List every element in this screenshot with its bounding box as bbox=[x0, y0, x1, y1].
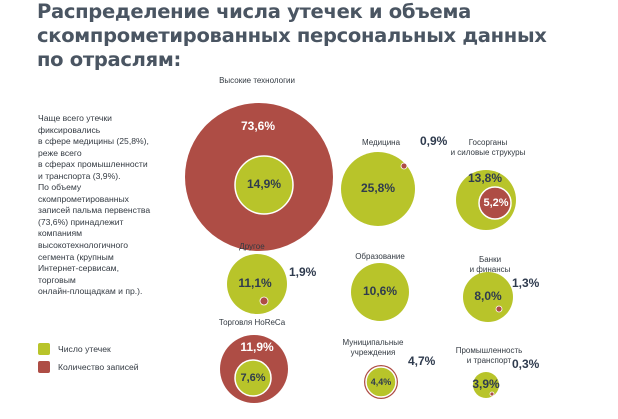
sector-name: и транспорт bbox=[467, 356, 512, 365]
records-value-label: 73,6% bbox=[241, 119, 275, 133]
title-line: Распределение числа утечек и объема bbox=[37, 0, 471, 23]
bubble-leaks bbox=[365, 366, 397, 398]
leaks-value-label: 3,9% bbox=[472, 377, 500, 391]
legend-label-records: Количество записей bbox=[58, 362, 139, 372]
legend-swatch-records bbox=[38, 361, 50, 373]
sector-name: Высокие технологии bbox=[219, 76, 295, 85]
sector-name: учреждения bbox=[351, 348, 396, 357]
note-line: (73,6%) принадлежит bbox=[38, 216, 124, 227]
page-title: Распределение числа утечек и объема ском… bbox=[37, 0, 617, 72]
records-value-label: 0,3% bbox=[512, 357, 540, 371]
note-line: Интернет-сервисам, bbox=[38, 263, 119, 274]
note-line: записей пальма первенства bbox=[38, 205, 151, 216]
bubble-leaks bbox=[234, 155, 294, 215]
sector-group bbox=[456, 170, 516, 230]
note-line: торговым bbox=[38, 274, 76, 285]
sector-group bbox=[463, 272, 513, 322]
note-line: Чаще всего утечки bbox=[38, 113, 112, 123]
note-line: сегмента (крупным bbox=[38, 251, 114, 262]
leaks-value-label: 10,6% bbox=[363, 284, 397, 298]
records-value-label: 4,7% bbox=[408, 354, 436, 368]
bubble-leaks bbox=[234, 359, 272, 397]
sector-group bbox=[351, 263, 409, 321]
leaks-value-label: 25,8% bbox=[361, 181, 395, 195]
records-value-label: 1,3% bbox=[512, 276, 540, 290]
leaks-value-label: 11,1% bbox=[238, 276, 272, 290]
note-line: в сферах промышленности bbox=[38, 159, 148, 170]
note-line: фиксировались bbox=[38, 124, 101, 135]
leaks-value-label: 8,0% bbox=[474, 289, 502, 303]
note-line: в сфере медицины (25,8%), bbox=[38, 136, 149, 147]
legend-label-leaks: Число утечек bbox=[58, 344, 111, 354]
sector-name: Банки bbox=[479, 255, 501, 264]
legend-swatch-leaks bbox=[38, 343, 50, 355]
sector-name: Муниципальные bbox=[343, 338, 404, 347]
legend-item-leaks: Число утечек bbox=[38, 343, 111, 355]
note-line: По объему bbox=[38, 182, 82, 192]
sector-name: Образование bbox=[355, 252, 405, 261]
sector-name: и финансы bbox=[470, 265, 511, 274]
sector-group bbox=[473, 372, 499, 398]
bubble-records bbox=[400, 162, 408, 170]
title-line: по отраслям: bbox=[37, 48, 181, 71]
leaks-value-label: 7,6% bbox=[240, 372, 265, 384]
bubble-leaks bbox=[351, 263, 409, 321]
sector-name: Госорганы bbox=[469, 138, 508, 147]
sector-name: Торговля HoReCa bbox=[219, 318, 286, 327]
sector-name: Медицина bbox=[362, 138, 401, 147]
bubble-records bbox=[478, 186, 512, 220]
note-line: высокотехнологичного bbox=[38, 239, 128, 250]
leaks-value-label: 14,9% bbox=[247, 177, 281, 191]
records-value-label: 1,9% bbox=[289, 265, 317, 279]
bubble-leaks bbox=[227, 254, 287, 314]
summary-note-leaks: Чаще всего утечки фиксировались в сфере … bbox=[38, 113, 198, 183]
note-line: компаниям bbox=[38, 228, 83, 239]
legend-item-records: Количество записей bbox=[38, 361, 139, 373]
sector-group bbox=[364, 365, 398, 399]
records-value-label: 5,2% bbox=[483, 197, 508, 209]
records-value-label: 0,9% bbox=[420, 134, 448, 148]
sector-group bbox=[185, 103, 333, 251]
sector-name: Промышленность bbox=[456, 346, 523, 355]
note-line: онлайн-площадкам и пр.). bbox=[38, 286, 143, 297]
summary-note-records: По объему скомпрометированных записей па… bbox=[38, 182, 198, 298]
sector-name: и силовые струкуры bbox=[451, 148, 526, 157]
bubble-records bbox=[259, 296, 269, 306]
sector-group bbox=[227, 254, 287, 314]
sector-name: Другое bbox=[239, 242, 265, 251]
note-line: реже всего bbox=[38, 147, 82, 158]
note-line: скомпрометированных bbox=[38, 193, 129, 204]
leaks-value-label: 13,8% bbox=[468, 171, 502, 185]
bubble-records bbox=[495, 305, 503, 313]
records-value-label: 11,9% bbox=[240, 340, 274, 354]
bubble-leaks bbox=[473, 372, 499, 398]
sector-group bbox=[341, 152, 415, 226]
bubble-records bbox=[489, 391, 495, 397]
title-line: скомпрометированных персональных данных bbox=[37, 24, 547, 47]
leaks-value-label: 4,4% bbox=[371, 377, 392, 387]
sector-group bbox=[220, 335, 288, 403]
bubble-leaks bbox=[341, 152, 415, 226]
note-line: и транспорта (3,9%). bbox=[38, 170, 121, 181]
